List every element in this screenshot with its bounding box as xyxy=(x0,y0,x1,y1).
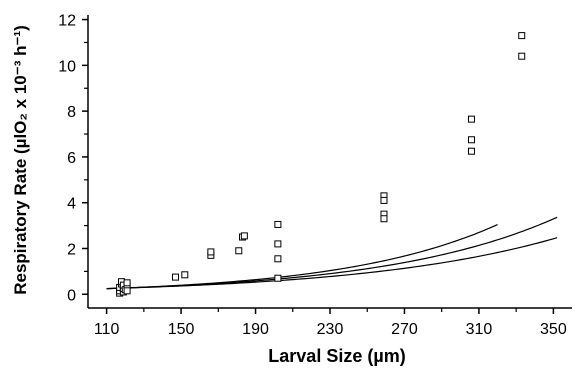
data-point xyxy=(518,32,526,40)
data-point xyxy=(181,271,189,279)
data-point xyxy=(123,279,131,287)
y-tick-label: 0 xyxy=(67,287,76,304)
data-point xyxy=(518,52,526,60)
data-point xyxy=(235,247,243,255)
x-tick-label: 350 xyxy=(540,321,567,338)
data-point xyxy=(274,220,282,228)
data-point xyxy=(380,215,388,223)
data-point xyxy=(467,136,475,144)
data-point xyxy=(467,147,475,155)
y-axis-label: Respiratory Rate (µlO₂ x 10⁻³ h⁻¹) xyxy=(11,25,30,295)
axes: 110 150 190 230 270 310 350 0 2 4 6 8 10 12 xyxy=(58,13,572,338)
x-tick-label: 310 xyxy=(466,321,493,338)
data-point xyxy=(123,287,131,295)
x-tick-label: 110 xyxy=(94,321,120,338)
data-point xyxy=(274,240,282,248)
x-tick-label: 150 xyxy=(168,321,195,338)
data-point xyxy=(274,274,282,282)
data-point xyxy=(240,232,248,240)
y-tick-label: 8 xyxy=(67,104,76,121)
data-point xyxy=(467,115,475,123)
data-point xyxy=(171,273,179,281)
data-point xyxy=(274,255,282,263)
y-tick-label: 6 xyxy=(67,150,76,167)
x-tick-label: 270 xyxy=(391,321,418,338)
fitted-curves xyxy=(106,216,558,290)
y-tick-label: 12 xyxy=(58,13,76,30)
y-tick-label: 4 xyxy=(67,196,76,213)
data-point xyxy=(207,248,215,256)
x-axis-label: Larval Size (µm) xyxy=(268,346,405,366)
x-tick-label: 190 xyxy=(242,321,269,338)
y-tick-label: 10 xyxy=(58,58,76,75)
data-point xyxy=(380,196,388,204)
y-tick-label: 2 xyxy=(67,241,76,258)
data-points xyxy=(116,32,526,297)
x-tick-label: 230 xyxy=(317,321,344,338)
fitted-curve-line xyxy=(106,237,558,290)
